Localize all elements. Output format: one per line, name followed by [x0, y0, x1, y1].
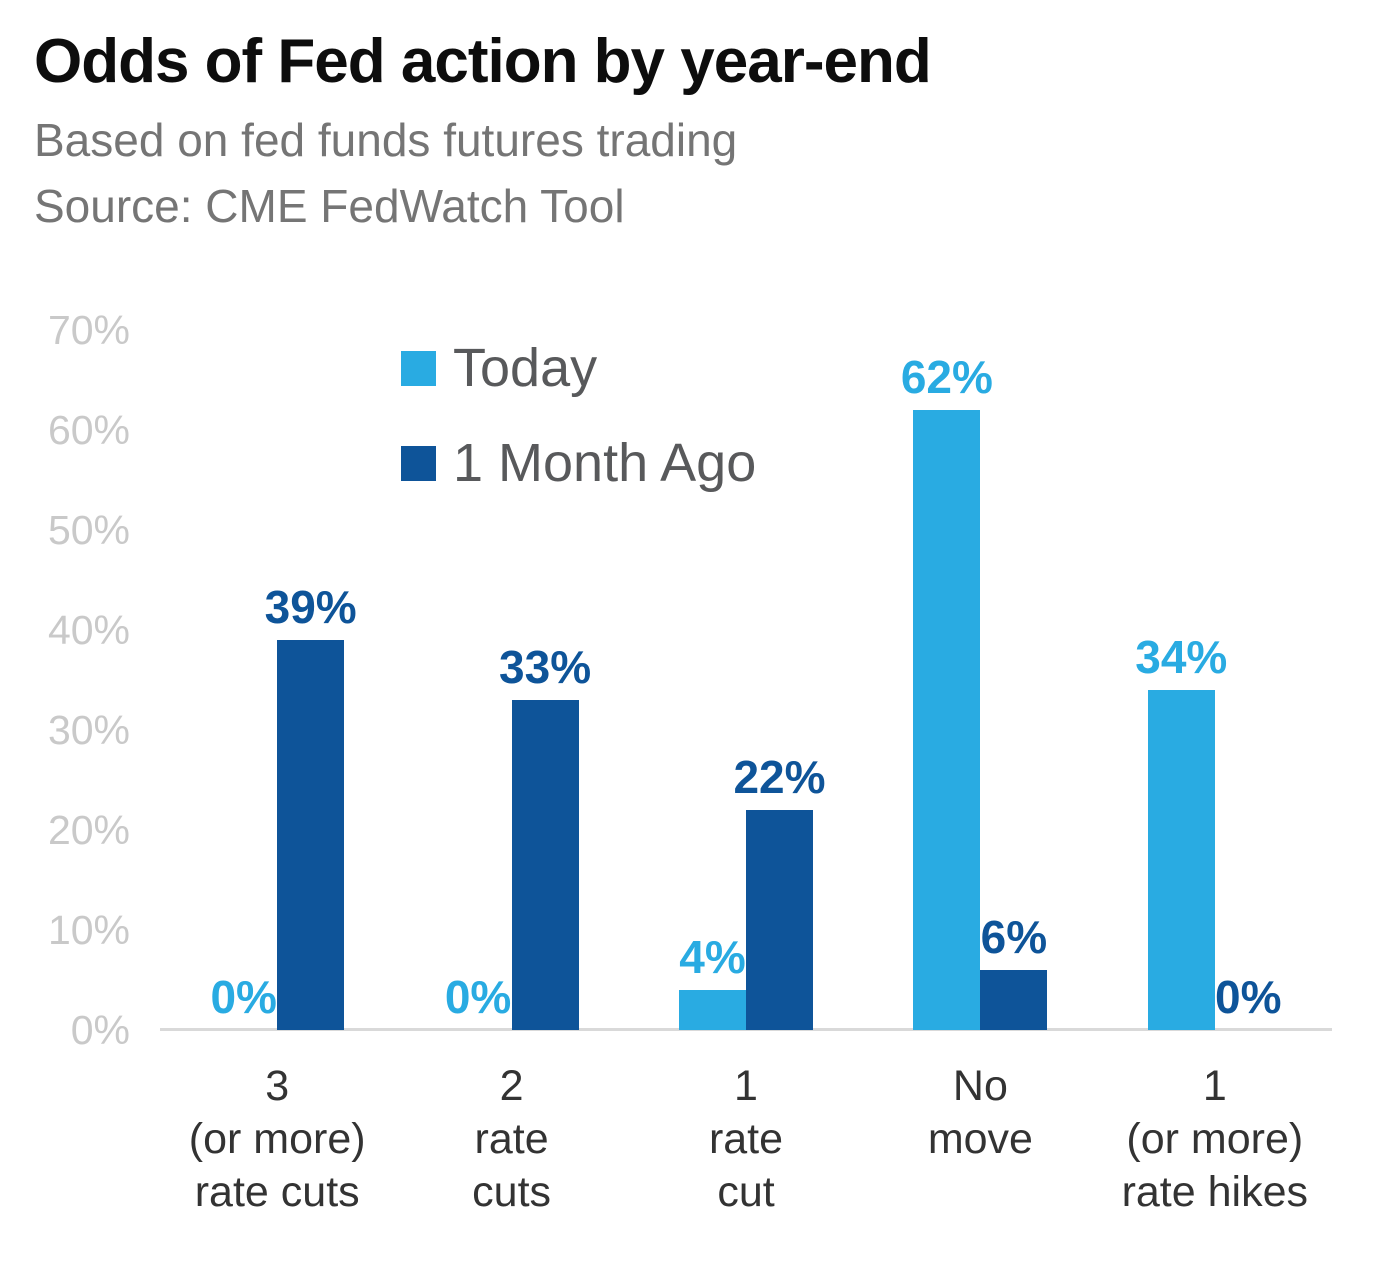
x-category-label-line: 1 [1202, 1062, 1227, 1110]
month-ago-series-swatch-icon [401, 445, 436, 481]
x-category-label-line: rate [474, 1115, 549, 1163]
value-label-1-month-ago-1-rate-cut: 22% [733, 751, 826, 803]
x-category-label-line: rate [708, 1115, 784, 1163]
x-category-label-3-or-more-rate-cuts: 3 (or more) rate cuts [152, 1060, 402, 1219]
value-label-today-2-rate-cuts: 0% [444, 971, 512, 1023]
x-category-label-line: 2 [499, 1062, 524, 1110]
y-tick-label-0: 0% [70, 1007, 130, 1053]
x-category-label-line: (or more) [1126, 1115, 1304, 1163]
x-category-label-line: 3 [265, 1062, 290, 1110]
y-tick-label-40: 40% [47, 607, 130, 653]
legend-item-1-month-ago: 1 Month Ago [401, 431, 756, 495]
x-category-label-1-rate-cut: 1 rate cut [621, 1060, 871, 1219]
y-tick-label-60: 60% [47, 407, 130, 453]
bar-1-month-ago-3-or-more-rate-cuts [277, 640, 345, 1030]
y-tick-label-50: 50% [47, 507, 130, 553]
chart-source: Source: CME FedWatch Tool [34, 180, 625, 232]
bar-today-1-rate-cut [679, 990, 746, 1030]
x-category-label-line: rate hikes [1121, 1168, 1309, 1216]
x-category-label-line: move [927, 1115, 1033, 1163]
bar-1-month-ago-1-rate-cut [746, 810, 813, 1030]
bar-today-no-move [913, 410, 981, 1030]
value-label-1-month-ago-1-or-more-rate-hikes: 0% [1215, 971, 1282, 1023]
x-category-label-no-move: No move [855, 1060, 1105, 1166]
x-category-label-line: rate cuts [194, 1168, 360, 1216]
value-label-today-1-or-more-rate-hikes: 34% [1135, 631, 1228, 683]
y-tick-label-30: 30% [47, 707, 130, 753]
x-category-label-line: (or more) [188, 1115, 366, 1163]
legend-label-1-month-ago: 1 Month Ago [453, 433, 757, 493]
x-category-label-line: 1 [734, 1062, 758, 1110]
bar-today-1-or-more-rate-hikes [1147, 690, 1215, 1030]
x-category-label-line: cut [717, 1168, 775, 1216]
x-category-label-line: cuts [472, 1168, 552, 1216]
today-series-swatch-icon [401, 350, 436, 386]
y-tick-label-10: 10% [47, 907, 130, 953]
y-tick-label-70: 70% [47, 307, 130, 353]
value-label-1-month-ago-no-move: 6% [980, 911, 1048, 963]
x-category-label-1-or-more-rate-hikes: 1 (or more) rate hikes [1090, 1060, 1340, 1219]
chart-title: Odds of Fed action by year-end [34, 27, 932, 96]
value-label-1-month-ago-2-rate-cuts: 33% [499, 641, 592, 693]
value-label-today-no-move: 62% [900, 351, 993, 403]
bar-1-month-ago-no-move [980, 970, 1048, 1030]
value-label-1-month-ago-3-or-more-rate-cuts: 39% [264, 581, 357, 633]
legend: Today 1 Month Ago [401, 336, 756, 526]
bar-1-month-ago-2-rate-cuts [511, 700, 579, 1030]
legend-item-today: Today [401, 336, 756, 400]
x-category-label-line: No [952, 1062, 1008, 1110]
legend-label-today: Today [453, 338, 598, 398]
value-label-today-3-or-more-rate-cuts: 0% [210, 971, 277, 1023]
x-category-label-2-rate-cuts: 2 rate cuts [387, 1060, 637, 1219]
chart-subtitle: Based on fed funds futures trading [34, 114, 738, 166]
value-label-today-1-rate-cut: 4% [679, 931, 746, 983]
y-tick-label-20: 20% [47, 807, 130, 853]
